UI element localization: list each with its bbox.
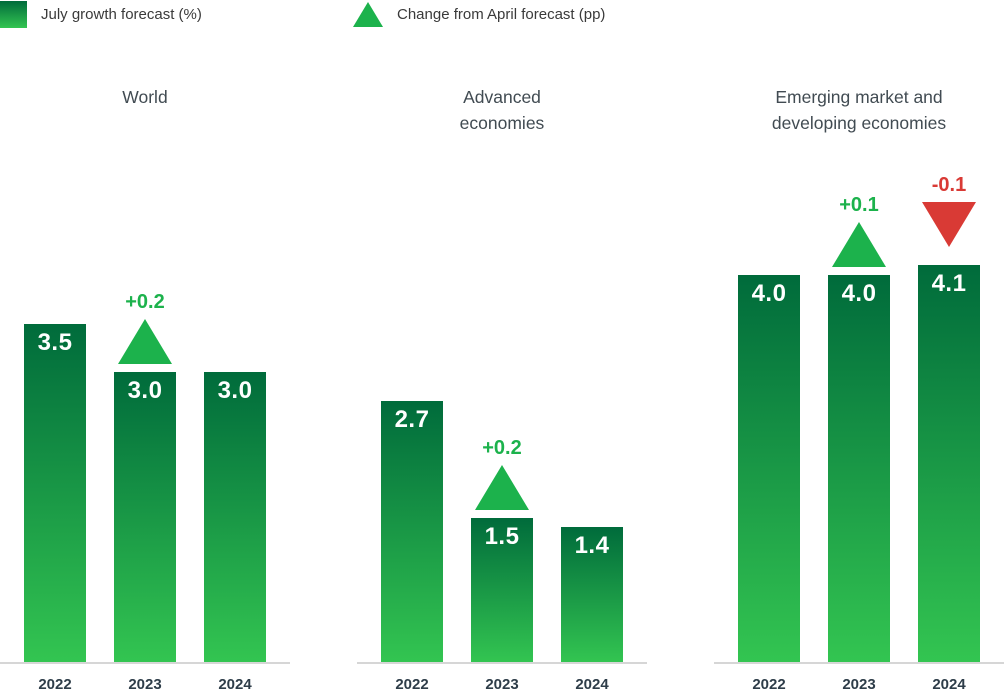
group-title-line: Advanced (463, 87, 541, 107)
legend-item-change: Change from April forecast (pp) (353, 0, 605, 28)
year-label: 2023 (485, 676, 519, 693)
years-row: 2022 2023 2024 (357, 676, 647, 693)
year-label: 2022 (752, 676, 786, 693)
change-label: +0.1 (839, 194, 879, 216)
change-annotation: +0.2 (118, 291, 172, 364)
bar-value-label: 3.5 (37, 328, 73, 356)
bar-value-label: 3.0 (127, 377, 163, 404)
bar: 2.7 (381, 401, 443, 663)
bar-column: 3.0 +0.2 (114, 291, 176, 663)
triangle-down-icon (922, 202, 976, 248)
baseline (357, 662, 647, 664)
group-title: World (0, 84, 290, 110)
plot-area: 4.0 4.0 +0.1 4.1 -0.1 (714, 174, 1004, 663)
bar: 3.5 (24, 323, 86, 663)
bar-value-label: 1.5 (484, 522, 520, 550)
bar: 1.5 (471, 517, 533, 663)
change-label: -0.1 (931, 174, 967, 197)
plot-area: 3.5 3.0 +0.2 3.0 (0, 291, 290, 663)
triangle-up-icon (118, 319, 172, 364)
bar-value-label: 3.0 (217, 377, 253, 404)
bar-swatch-icon (0, 0, 27, 28)
plot-area: 2.7 1.5 +0.2 1.4 (357, 401, 647, 663)
year-label: 2024 (218, 676, 252, 693)
year-label: 2024 (575, 676, 609, 693)
legend-change-label: Change from April forecast (pp) (397, 5, 606, 23)
change-annotation: -0.1 (922, 174, 976, 257)
bar-column: 3.5 (24, 323, 86, 663)
bar: 4.1 (918, 265, 980, 663)
change-label: +0.2 (125, 291, 165, 313)
legend-bar-label: July growth forecast (%) (41, 5, 202, 23)
bar-column: 4.1 -0.1 (918, 174, 980, 663)
bar-value-label: 4.0 (841, 280, 877, 307)
bar-column: 4.0 (738, 275, 800, 663)
bar-column: 4.0 +0.1 (828, 194, 890, 663)
group-title-line: World (122, 87, 168, 107)
bar-value-label: 2.7 (394, 406, 430, 434)
change-annotation: +0.1 (832, 194, 886, 267)
year-label: 2023 (128, 676, 162, 693)
group-title-line: Emerging market and (775, 87, 943, 107)
baseline (0, 662, 290, 664)
bar-column: 1.4 (561, 527, 623, 663)
bar: 4.0 (828, 275, 890, 663)
chart-group: Emerging market and developing economies 4… (714, 0, 1004, 697)
years-row: 2022 2023 2024 (0, 676, 290, 693)
up-triangle-icon (353, 1, 383, 27)
group-title-line: economies (459, 113, 545, 133)
change-label: +0.2 (482, 436, 522, 459)
triangle-up-icon (475, 464, 529, 510)
group-title: Emerging market and developing economies (714, 84, 1004, 136)
change-annotation: +0.2 (475, 437, 529, 510)
bar-value-label: 4.0 (751, 280, 787, 307)
bar-column: 1.5 +0.2 (471, 437, 533, 663)
bar-column: 2.7 (381, 401, 443, 663)
year-label: 2023 (842, 676, 876, 693)
bar: 1.4 (561, 527, 623, 663)
year-label: 2022 (395, 676, 429, 693)
group-title: Advanced economies (357, 84, 647, 136)
bar-column: 3.0 (204, 372, 266, 663)
bar: 3.0 (204, 372, 266, 663)
bar-value-label: 1.4 (574, 532, 610, 560)
baseline (714, 662, 1004, 664)
bar: 4.0 (738, 275, 800, 663)
year-label: 2022 (38, 676, 72, 693)
bar-value-label: 4.1 (931, 270, 967, 298)
chart-group: World 3.5 3.0 +0.2 3.0 2022 2023 2024 (0, 0, 290, 697)
legend-item-bar: July growth forecast (%) (0, 0, 202, 28)
years-row: 2022 2023 2024 (714, 676, 1004, 693)
triangle-up-icon (832, 222, 886, 267)
legend: July growth forecast (%) Change from Apr… (0, 0, 1004, 30)
year-label: 2024 (932, 676, 966, 693)
bar: 3.0 (114, 372, 176, 663)
chart-group: Advanced economies 2.7 1.5 +0.2 1.4 2022 2023 20… (357, 0, 647, 697)
group-title-line: developing economies (771, 113, 947, 133)
